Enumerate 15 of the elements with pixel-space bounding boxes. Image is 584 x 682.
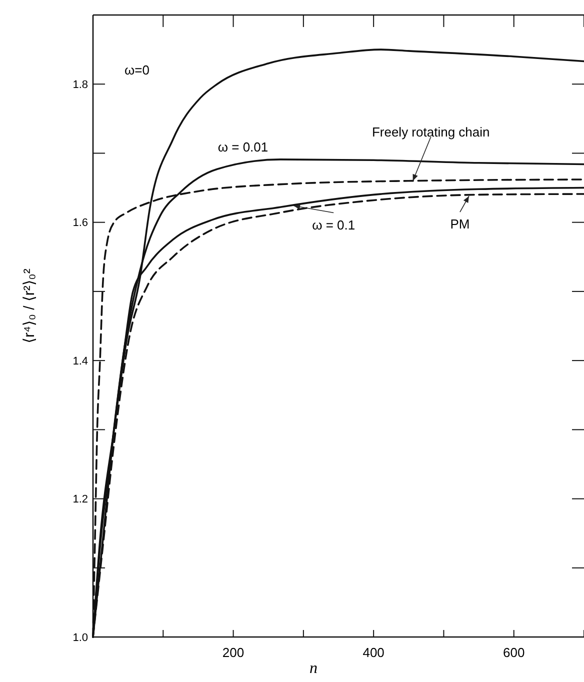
x-tick-label: 200 <box>222 645 244 660</box>
x-tick-label: 400 <box>362 645 384 660</box>
x-tick-label: 600 <box>503 645 525 660</box>
y-tick-label: 1.0 <box>72 632 88 644</box>
annotation: ω=0 <box>124 62 150 78</box>
y-tick-label: 1.6 <box>72 217 88 230</box>
y-tick-label: 1.8 <box>72 78 88 91</box>
annotation: ω = 0.1 <box>312 217 356 232</box>
x-axis-title: n <box>310 660 318 677</box>
annotation: PM <box>450 216 470 232</box>
annotation: Freely rotating chain <box>372 124 490 140</box>
y-tick-label: 1.2 <box>72 494 88 506</box>
y-axis-title: ⟨r⁴⟩₀ / ⟨r²⟩₀² <box>21 268 38 344</box>
annotation: ω = 0.01 <box>218 140 268 155</box>
y-tick-label: 1.4 <box>72 355 88 368</box>
